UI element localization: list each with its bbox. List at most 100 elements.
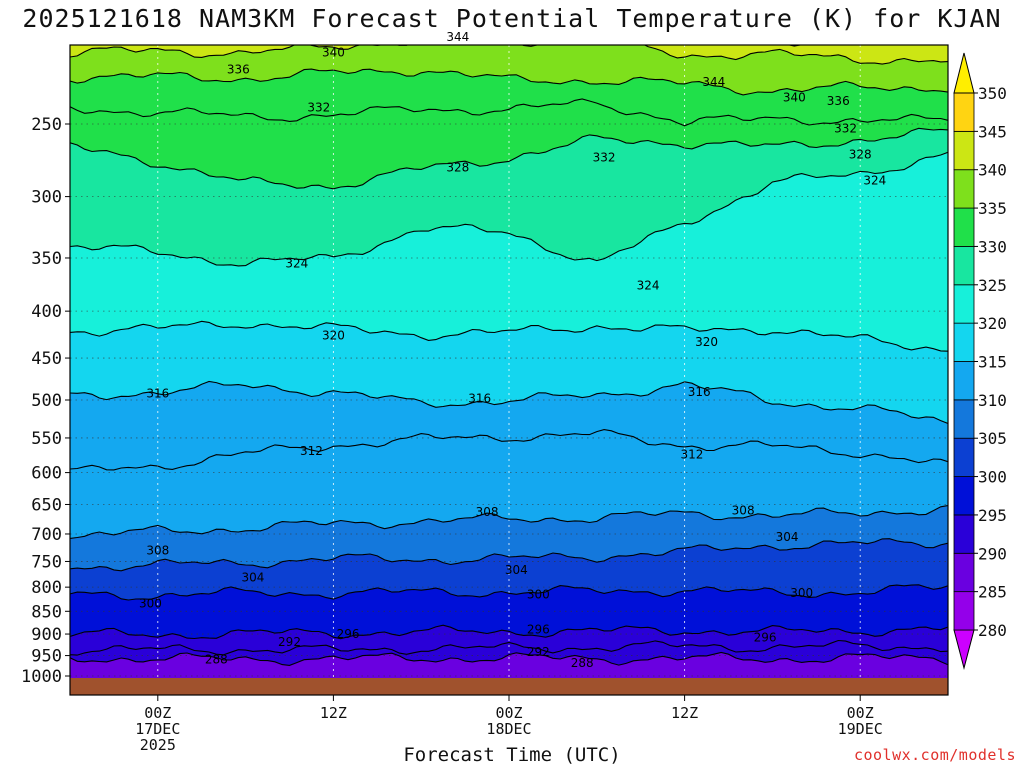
contour-line-324 [70, 151, 948, 267]
colorbar-tick-label: 285 [978, 583, 1007, 602]
colorbar-swatch [953, 552, 975, 593]
band-fill [70, 538, 948, 600]
colorbar-swatch [953, 514, 975, 554]
contour-line-328 [70, 127, 948, 190]
contour-label: 308 [476, 505, 499, 519]
band-fill [70, 69, 948, 126]
y-tick-label: 800 [31, 578, 62, 598]
y-tick-label: 850 [31, 602, 62, 622]
contour-label: 308 [732, 504, 755, 518]
x-tick-label: 00Z [495, 704, 522, 722]
colorbar-tick-label: 290 [978, 544, 1007, 563]
contour-label: 340 [783, 91, 806, 105]
colorbar-swatch [953, 284, 975, 324]
contour-line-304 [70, 538, 948, 572]
contour-label: 336 [227, 62, 250, 76]
contour-label: 320 [695, 335, 718, 349]
contour-line-308 [70, 505, 948, 539]
contour-label: 316 [688, 385, 711, 399]
x-tick-label: 00Z [144, 704, 171, 722]
colorbar-swatch [953, 437, 975, 477]
colorbar-swatch [953, 591, 975, 631]
colorbar-tick-label: 350 [978, 84, 1007, 103]
band-fill [70, 381, 948, 470]
contour-label-layer: 344 340 336 344 340 336 332 332 332 328 328 324 324 3… [139, 30, 886, 670]
y-tick-label: 900 [31, 625, 62, 645]
contour-layer [70, 45, 948, 666]
contour-label: 344 [446, 30, 469, 44]
colorbar-tick-label: 325 [978, 276, 1007, 295]
contour-label: 304 [241, 571, 264, 585]
contour-label: 296 [527, 623, 550, 637]
contour-label: 324 [285, 257, 308, 271]
y-tick-label: 600 [31, 464, 62, 484]
band-fill [70, 321, 948, 424]
colorbar-swatch [953, 476, 975, 516]
band-fill [70, 128, 948, 266]
contour-line-320 [70, 320, 948, 352]
colorbar-swatch [953, 322, 975, 362]
contour-label: 316 [468, 391, 491, 405]
contour-label: 332 [307, 101, 330, 115]
y-tick-label: 700 [31, 525, 62, 545]
contour-label: 300 [790, 586, 813, 600]
y-tick-label: 750 [31, 552, 62, 572]
colorbar-swatch [953, 92, 975, 132]
colorbar-swatch [953, 207, 975, 247]
colorbar-tick-label: 345 [978, 122, 1007, 141]
x-tick-label: 2025 [140, 736, 176, 754]
contour-line-340 [70, 45, 948, 65]
contour-line-300 [70, 584, 948, 601]
x-axis-label: Forecast Time (UTC) [403, 744, 621, 766]
contour-label: 304 [505, 563, 528, 577]
y-tick-label: 950 [31, 647, 62, 667]
contour-label: 328 [446, 161, 469, 175]
y-tick-label: 1000 [21, 667, 62, 687]
contour-label: 344 [702, 75, 725, 89]
x-tick-label: 17DEC [135, 720, 180, 738]
y-tick-label: 300 [31, 188, 62, 208]
colorbar-swatch [953, 130, 975, 171]
contour-label: 312 [680, 447, 703, 461]
x-tick-label: 18DEC [486, 720, 531, 738]
x-tick-label: 00Z [847, 704, 874, 722]
colorbar-tick-label: 315 [978, 353, 1007, 372]
contour-label: 300 [527, 588, 550, 602]
grid-layer [70, 45, 948, 695]
y-tick-label: 650 [31, 495, 62, 515]
contour-label: 332 [834, 122, 857, 136]
y-tick-label: 250 [31, 115, 62, 135]
y-tick-label: 450 [31, 349, 62, 369]
colorbar-tick-label: 340 [978, 161, 1007, 180]
contour-label: 296 [337, 627, 360, 641]
colorbar-swatch [953, 399, 975, 439]
colorbar-over-triangle [953, 52, 975, 94]
band-fill [70, 584, 948, 639]
ground-bar [70, 678, 948, 695]
x-tick-label: 12Z [671, 704, 698, 722]
y-tick-label: 500 [31, 391, 62, 411]
y-tick-label: 400 [31, 302, 62, 322]
contour-line-292 [70, 639, 948, 656]
y-tick-label: 550 [31, 429, 62, 449]
contour-line-316 [70, 380, 948, 425]
contour-line-288 [70, 651, 948, 666]
contour-line-344 [787, 45, 804, 47]
band-fill [70, 45, 948, 65]
contour-label: 340 [322, 46, 345, 60]
chart-title: 2025121618 NAM3KM Forecast Potential Tem… [22, 4, 1002, 33]
band-fill [789, 45, 801, 47]
colorbar-swatch [953, 246, 975, 286]
contour-label: 300 [139, 597, 162, 611]
colorbar: 280 285 290 295 300 305 310 315 320 325 330 335 340 3… [953, 52, 1007, 670]
colorbar-tick-label: 305 [978, 429, 1007, 448]
contour-label: 332 [593, 151, 616, 165]
x-tick-label: 19DEC [838, 720, 883, 738]
colorbar-tick-label: 300 [978, 468, 1007, 487]
contour-label: 296 [754, 631, 777, 645]
contour-label: 312 [300, 444, 323, 458]
contour-line-312 [70, 429, 948, 471]
contour-label: 316 [146, 387, 169, 401]
colorbar-under-triangle [953, 629, 975, 670]
